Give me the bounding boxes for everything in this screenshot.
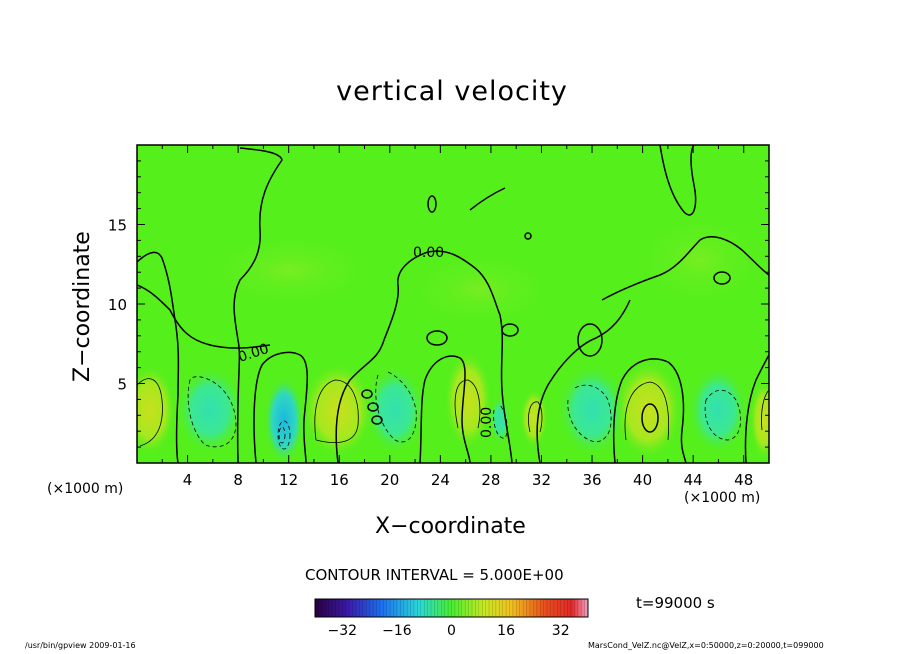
- y-tick-label: 15: [108, 217, 127, 235]
- x-tick-label: 28: [481, 471, 500, 489]
- x-tick-label: 4: [183, 471, 193, 489]
- contour-label-3: 0.00: [479, 407, 495, 438]
- x-tick-label: 32: [532, 471, 551, 489]
- x-axis-ticks: [161, 145, 745, 463]
- y-axis-label: Z−coordinate: [70, 231, 95, 382]
- y-axis-tick-labels: 5 10 15: [108, 217, 127, 394]
- colorbar: −32 −16 0 16 32: [314, 598, 589, 639]
- x-tick-label: 24: [431, 471, 450, 489]
- colorbar-tick-label: −32: [328, 623, 358, 639]
- time-label: t=99000 s: [636, 594, 715, 612]
- colorbar-tick-label: −16: [382, 623, 412, 639]
- contour-lines: [137, 145, 769, 463]
- colorbar-tick-label: 32: [552, 623, 570, 639]
- x-axis-label: X−coordinate: [375, 514, 526, 539]
- x-tick-label: 16: [330, 471, 349, 489]
- x-unit-label-left: (×1000 m): [47, 481, 124, 497]
- x-tick-label: 36: [582, 471, 601, 489]
- x-tick-label: 48: [734, 471, 753, 489]
- footer-right: MarsCond_VelZ.nc@VelZ,x=0:50000,z=0:2000…: [588, 641, 824, 650]
- x-unit-label-right: (×1000 m): [684, 490, 761, 506]
- footer-left: /usr/bin/gpview 2009-01-16: [25, 641, 136, 650]
- chart-title: vertical velocity: [336, 76, 568, 107]
- y-tick-label: 5: [117, 376, 127, 394]
- contour-lines-dashed: [187, 371, 742, 450]
- x-tick-label: 12: [279, 471, 298, 489]
- y-tick-label: 10: [108, 296, 127, 314]
- x-axis-tick-labels: 4 8 12 16 20 24 28 32 36 40 44 48: [183, 471, 753, 489]
- x-tick-label: 8: [233, 471, 243, 489]
- contour-interval-text: CONTOUR INTERVAL = 5.000E+00: [305, 566, 564, 584]
- y-axis-ticks: [137, 160, 769, 448]
- plot-area: [137, 145, 769, 463]
- contour-lines-thin: [137, 378, 769, 447]
- x-tick-label: 20: [380, 471, 399, 489]
- x-tick-label: 44: [684, 471, 703, 489]
- x-tick-label: 40: [633, 471, 652, 489]
- contour-label-1: 0.00: [413, 245, 444, 261]
- colorbar-tick-label: 0: [447, 623, 456, 639]
- colorbar-tick-label: 16: [497, 623, 515, 639]
